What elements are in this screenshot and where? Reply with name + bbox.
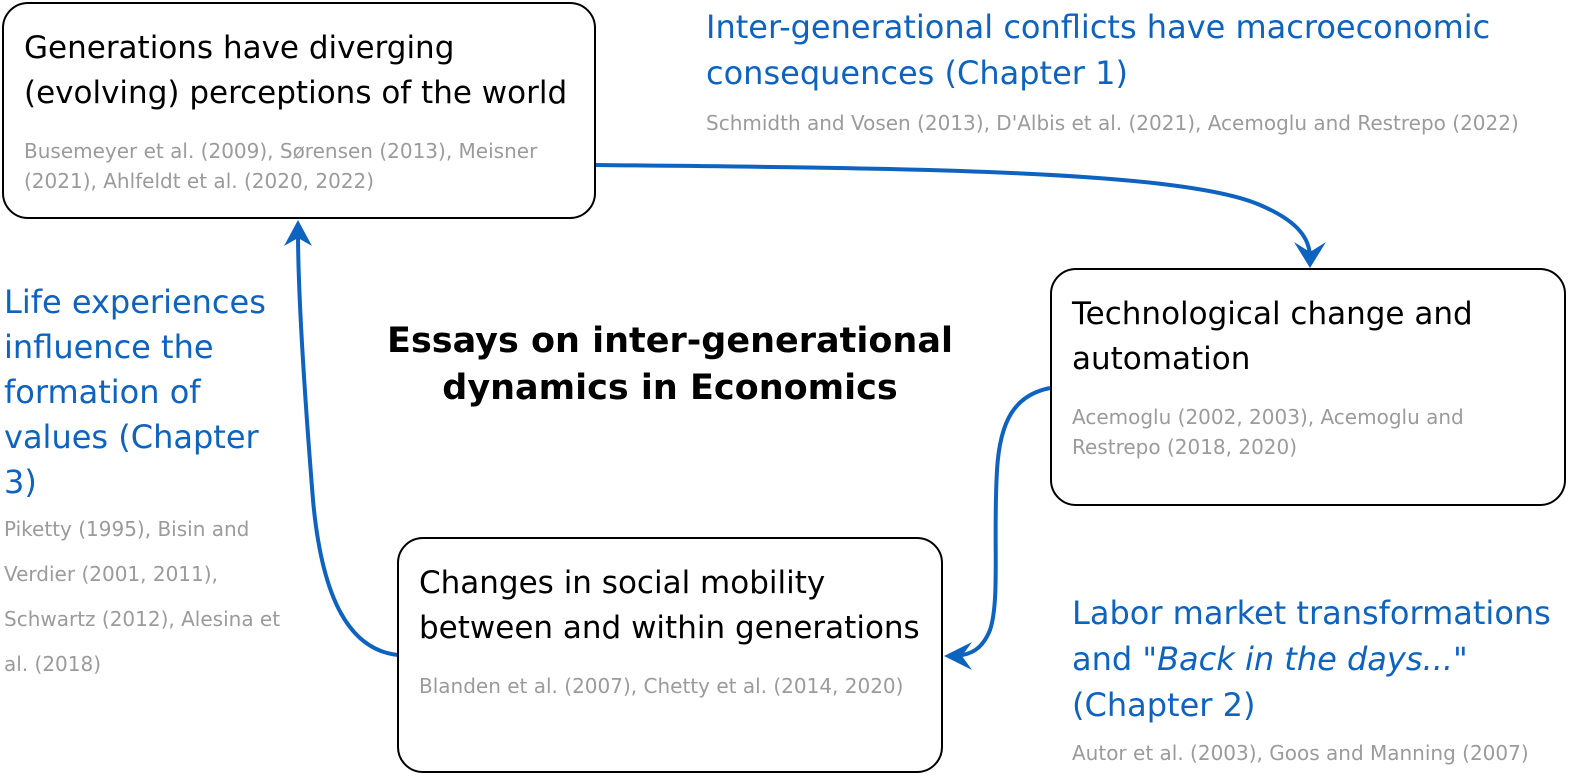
label-chapter2: Labor market transformations and "Back i… [1072,590,1577,768]
arrow-technology-to-mobility [954,386,1051,658]
arrowhead-perceptions [284,220,312,246]
box-technology-refs: Acemoglu (2002, 2003), Acemoglu and Rest… [1072,405,1464,459]
label-chapter1-refs: Schmidth and Vosen (2013), D'Albis et al… [706,111,1519,135]
label-chapter1-title: Inter-generational conflicts have macroe… [706,8,1491,92]
box-perceptions: Generations have diverging (evolving) pe… [2,2,596,219]
label-chapter2-title-post: " (Chapter 2) [1072,640,1468,724]
arrowhead-mobility [944,642,972,670]
label-chapter2-title: Labor market transformations and "Back i… [1072,590,1577,728]
box-perceptions-title: Generations have diverging (evolving) pe… [24,30,568,111]
label-chapter3-title: Life experiences influence the formation… [4,283,266,501]
arrow-mobility-to-perceptions [296,231,399,657]
label-chapter3: Life experiences influence the formation… [4,280,296,687]
box-technology: Technological change and automation Acem… [1050,268,1566,506]
label-chapter1: Inter-generational conflicts have macroe… [706,4,1556,138]
box-mobility: Changes in social mobility between and w… [397,537,943,773]
arrowhead-technology [1294,242,1326,268]
arrow-perceptions-to-technology [595,163,1312,259]
label-chapter2-refs: Autor et al. (2003), Goos and Manning (2… [1072,741,1529,765]
label-chapter2-title-italic: Back in the days... [1157,640,1454,678]
box-mobility-title: Changes in social mobility between and w… [419,565,920,646]
box-perceptions-refs: Busemeyer et al. (2009), Sørensen (2013)… [24,139,538,193]
label-chapter2-title-pre: Labor market transformations and " [1072,594,1551,678]
label-chapter3-refs: Piketty (1995), Bisin and Verdier (2001,… [4,517,281,676]
box-technology-title: Technological change and automation [1072,296,1473,377]
box-mobility-refs: Blanden et al. (2007), Chetty et al. (20… [419,674,904,698]
center-title: Essays on inter-generational dynamics in… [387,321,953,408]
